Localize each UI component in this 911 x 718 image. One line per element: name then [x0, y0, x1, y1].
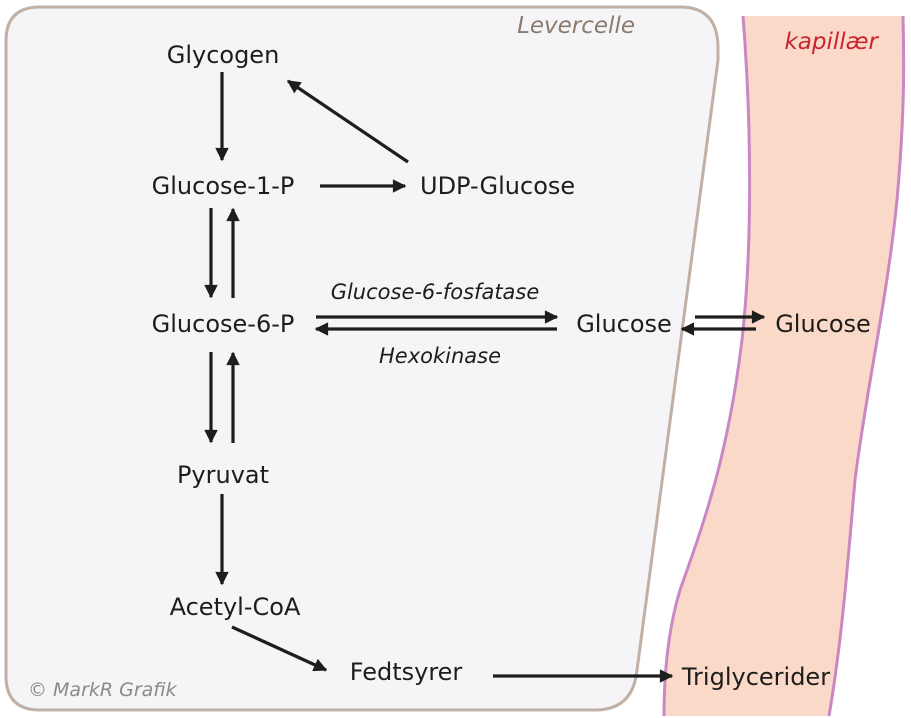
liver-cell-region — [4, 5, 720, 712]
node-glycogen: Glycogen — [167, 41, 280, 69]
credit-text: © MarkR Grafik — [28, 679, 178, 701]
node-triglycerider: Triglycerider — [681, 663, 830, 691]
node-glucose-1-p: Glucose-1-P — [152, 172, 295, 200]
node-glucose-6-p: Glucose-6-P — [152, 310, 295, 338]
enzyme-glucose-6-fosfatase: Glucose-6-fosfatase — [331, 280, 540, 304]
capillary-region — [664, 16, 904, 716]
capillary-wall-left — [662, 15, 752, 717]
arrow-acetyl-coa-to-fedtsyrer — [231, 625, 328, 672]
node-acetyl-coa: Acetyl-CoA — [170, 593, 301, 621]
node-glucose-blood: Glucose — [775, 310, 871, 338]
node-pyruvat: Pyruvat — [177, 461, 269, 489]
node-fedtsyrer: Fedtsyrer — [350, 658, 463, 686]
node-udp-glucose: UDP-Glucose — [420, 172, 575, 200]
capillary-label: kapillær — [784, 29, 879, 55]
enzyme-hexokinase: Hexokinase — [379, 344, 501, 368]
arrow-udp-glucose-to-glycogen — [286, 79, 409, 164]
node-glucose-cell: Glucose — [576, 310, 672, 338]
liver-cell-label: Levercelle — [517, 13, 635, 39]
capillary-wall-right — [827, 15, 906, 717]
